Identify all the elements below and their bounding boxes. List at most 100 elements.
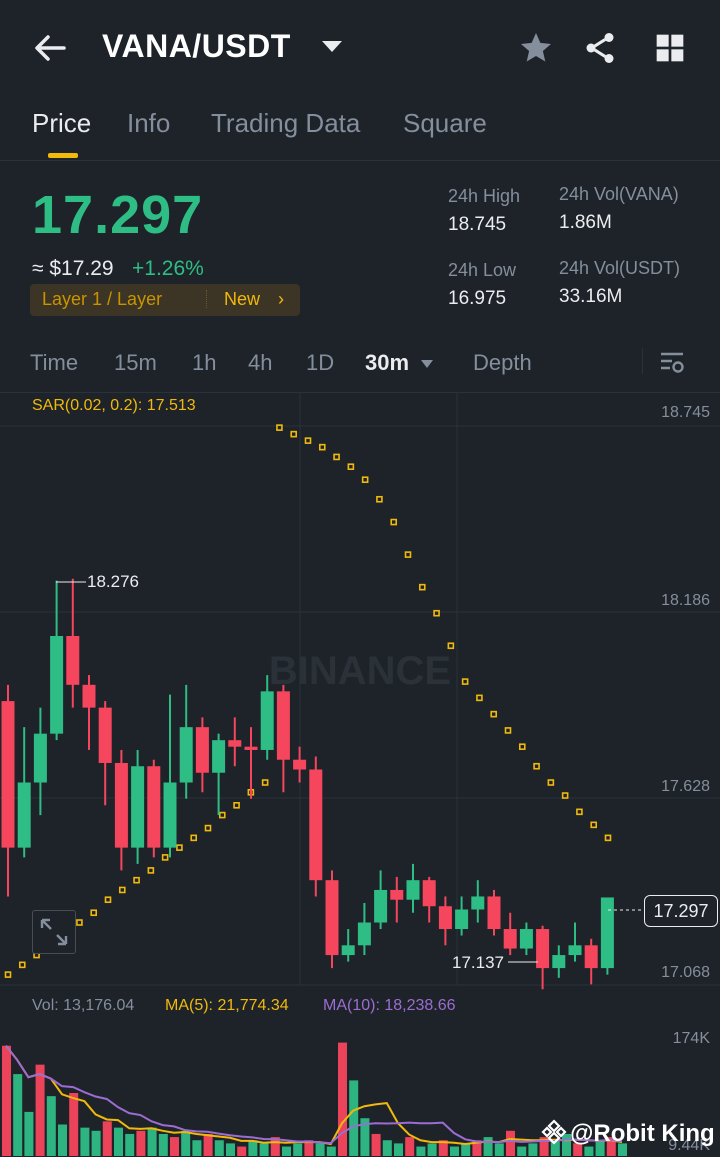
pair-title[interactable]: VANA/USDT (102, 28, 291, 64)
volume-bar (58, 1124, 67, 1156)
volume-bar (304, 1140, 314, 1156)
interval-time[interactable]: Time (30, 350, 79, 375)
back-arrow-icon[interactable] (30, 28, 70, 68)
interval-bar: Time 15m 1h 4h 1D 30m Depth (0, 336, 720, 390)
volume-bar (226, 1143, 235, 1156)
volume-bar (69, 1093, 79, 1156)
low-value: 16.975 (448, 288, 507, 309)
interval-15m[interactable]: 15m (114, 350, 157, 375)
sar-dot (104, 896, 112, 904)
volume-bar (147, 1127, 157, 1156)
low-annotation: 17.137 (452, 953, 504, 972)
caret-down-icon[interactable] (320, 38, 344, 54)
volume-bar (506, 1130, 515, 1156)
volume-bar (114, 1127, 123, 1156)
sar-dot (261, 779, 269, 786)
candle-body (503, 929, 517, 949)
candle-body (82, 684, 96, 708)
volume-bar (438, 1140, 448, 1156)
candle-body (519, 929, 533, 949)
sar-dot (376, 495, 383, 503)
sar-dot (133, 876, 140, 884)
binance-logo-icon (540, 1118, 568, 1151)
volume-bar (550, 1140, 560, 1156)
tab-price[interactable]: Price (32, 108, 92, 138)
candle-body (584, 945, 598, 969)
candle-body (260, 691, 274, 750)
y-tick-4: 17.068 (661, 964, 710, 981)
chart-settings-icon[interactable] (658, 348, 686, 381)
candle-body (487, 896, 501, 930)
volume-bar (24, 1111, 34, 1156)
sar-dot (18, 961, 26, 969)
star-icon[interactable] (518, 30, 554, 66)
candle-body (276, 691, 290, 760)
tag-divider (206, 290, 209, 308)
category-label: Layer 1 / Layer (42, 289, 163, 309)
interval-1h[interactable]: 1h (192, 350, 217, 375)
tab-square[interactable]: Square (403, 108, 487, 138)
volume-bar (618, 1143, 627, 1156)
volume-bar (237, 1146, 247, 1156)
vol-quote-label: 24h Vol(USDT) (559, 258, 681, 278)
sar-dots (4, 424, 612, 978)
interval-4h[interactable]: 4h (248, 350, 273, 375)
tab-info[interactable]: Info (127, 108, 171, 138)
volume-bar (91, 1130, 101, 1156)
candle-body (455, 909, 469, 930)
ma5-line (5, 1045, 623, 1146)
y-tick-1: 18.745 (661, 404, 710, 421)
interval-depth[interactable]: Depth (473, 350, 532, 375)
high-annotation: 18.276 (87, 572, 139, 591)
sar-dot (4, 971, 12, 978)
volume-bar (539, 1137, 549, 1156)
volume-bar (382, 1140, 392, 1156)
vol-base-label: 24h Vol(VANA) (559, 184, 679, 204)
sar-dot (447, 642, 455, 650)
share-icon[interactable] (582, 30, 618, 66)
candle-body (33, 733, 47, 783)
volume-y-top: 174K (672, 1030, 710, 1047)
sar-dot (218, 811, 226, 819)
candle-body (212, 740, 226, 773)
volume-bar (35, 1064, 45, 1156)
sar-dot (461, 678, 469, 685)
candles (1, 578, 644, 990)
volume-bars (2, 1042, 627, 1156)
category-tag[interactable]: Layer 1 / Layer New › (30, 284, 300, 316)
sar-dot (318, 443, 326, 451)
volume-bar (125, 1133, 135, 1156)
grid-icon[interactable] (654, 32, 686, 64)
candle-body (536, 929, 550, 969)
sar-dot (176, 844, 183, 851)
chart-area[interactable] (0, 392, 720, 1157)
vol-base-value: 1.86M (559, 212, 612, 233)
sar-dot (276, 424, 283, 431)
volume-bar (13, 1074, 23, 1156)
candle-body (406, 880, 420, 900)
interval-30m[interactable]: 30m (365, 350, 410, 375)
expand-icon[interactable] (32, 910, 76, 954)
candle-body (66, 636, 80, 685)
sar-dot (533, 762, 540, 770)
candle-body (552, 955, 566, 969)
sar-dot (190, 834, 198, 842)
candle-body (195, 727, 209, 773)
volume-bar (606, 1137, 616, 1156)
candle-body (131, 766, 145, 848)
volume-bar (136, 1130, 146, 1156)
sar-dot (90, 909, 98, 917)
tab-trading-data[interactable]: Trading Data (211, 108, 361, 138)
sar-dot (147, 867, 155, 874)
candle-body (422, 880, 436, 907)
candlestick-chart[interactable]: BINANCE (0, 392, 720, 1156)
low-label: 24h Low (448, 260, 517, 280)
interval-1d[interactable]: 1D (306, 350, 335, 375)
volume-bar (360, 1118, 370, 1156)
interval-caret-icon[interactable] (420, 356, 434, 374)
volume-bar (282, 1146, 291, 1156)
volume-bar (293, 1143, 303, 1156)
volume-bar (326, 1146, 336, 1156)
volume-bar (371, 1133, 381, 1156)
sar-dot (547, 779, 555, 786)
